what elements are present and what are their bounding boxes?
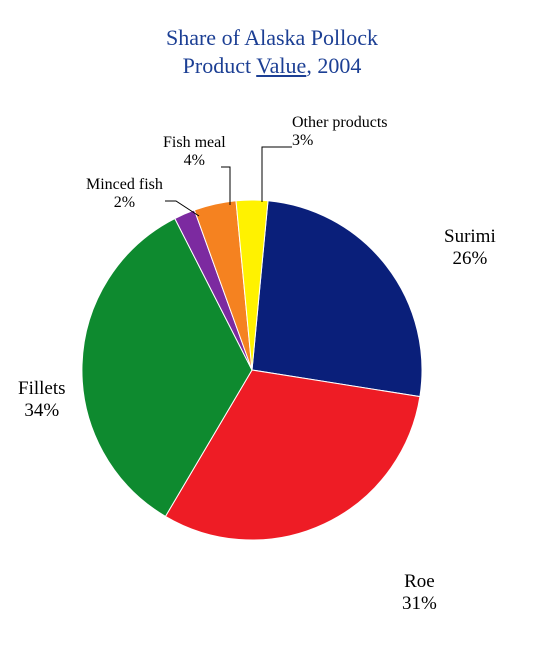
label-surimi-pct: 26% — [452, 248, 487, 269]
title-line1: Share of Alaska Pollock — [166, 25, 378, 50]
label-minced: Minced fish 2% — [86, 176, 163, 213]
chart-title: Share of Alaska Pollock Product Value, 2… — [0, 24, 544, 79]
label-minced-pct: 2% — [114, 194, 135, 211]
label-roe-pct: 31% — [402, 593, 437, 614]
label-fillets: Fillets 34% — [18, 378, 66, 422]
label-fillets-pct: 34% — [24, 400, 59, 421]
label-roe: Roe 31% — [402, 571, 437, 615]
label-other-name: Other products — [292, 114, 388, 131]
label-surimi-name: Surimi — [444, 226, 496, 247]
label-fishmeal-pct: 4% — [184, 152, 205, 169]
label-fillets-name: Fillets — [18, 378, 66, 399]
label-surimi: Surimi 26% — [444, 226, 496, 270]
title-line2-suffix: , 2004 — [306, 53, 361, 78]
label-minced-name: Minced fish — [86, 176, 163, 193]
pie-chart — [82, 200, 422, 540]
label-fishmeal-name: Fish meal — [163, 134, 226, 151]
chart-stage: { "chart": { "type": "pie", "title_line1… — [0, 0, 544, 648]
slice-surimi — [252, 201, 422, 397]
title-line2-prefix: Product — [183, 53, 257, 78]
label-other: Other products 3% — [292, 114, 388, 151]
label-other-pct: 3% — [292, 132, 313, 149]
label-roe-name: Roe — [404, 571, 435, 592]
title-line2-underlined: Value — [256, 53, 306, 78]
label-fishmeal: Fish meal 4% — [163, 134, 226, 171]
